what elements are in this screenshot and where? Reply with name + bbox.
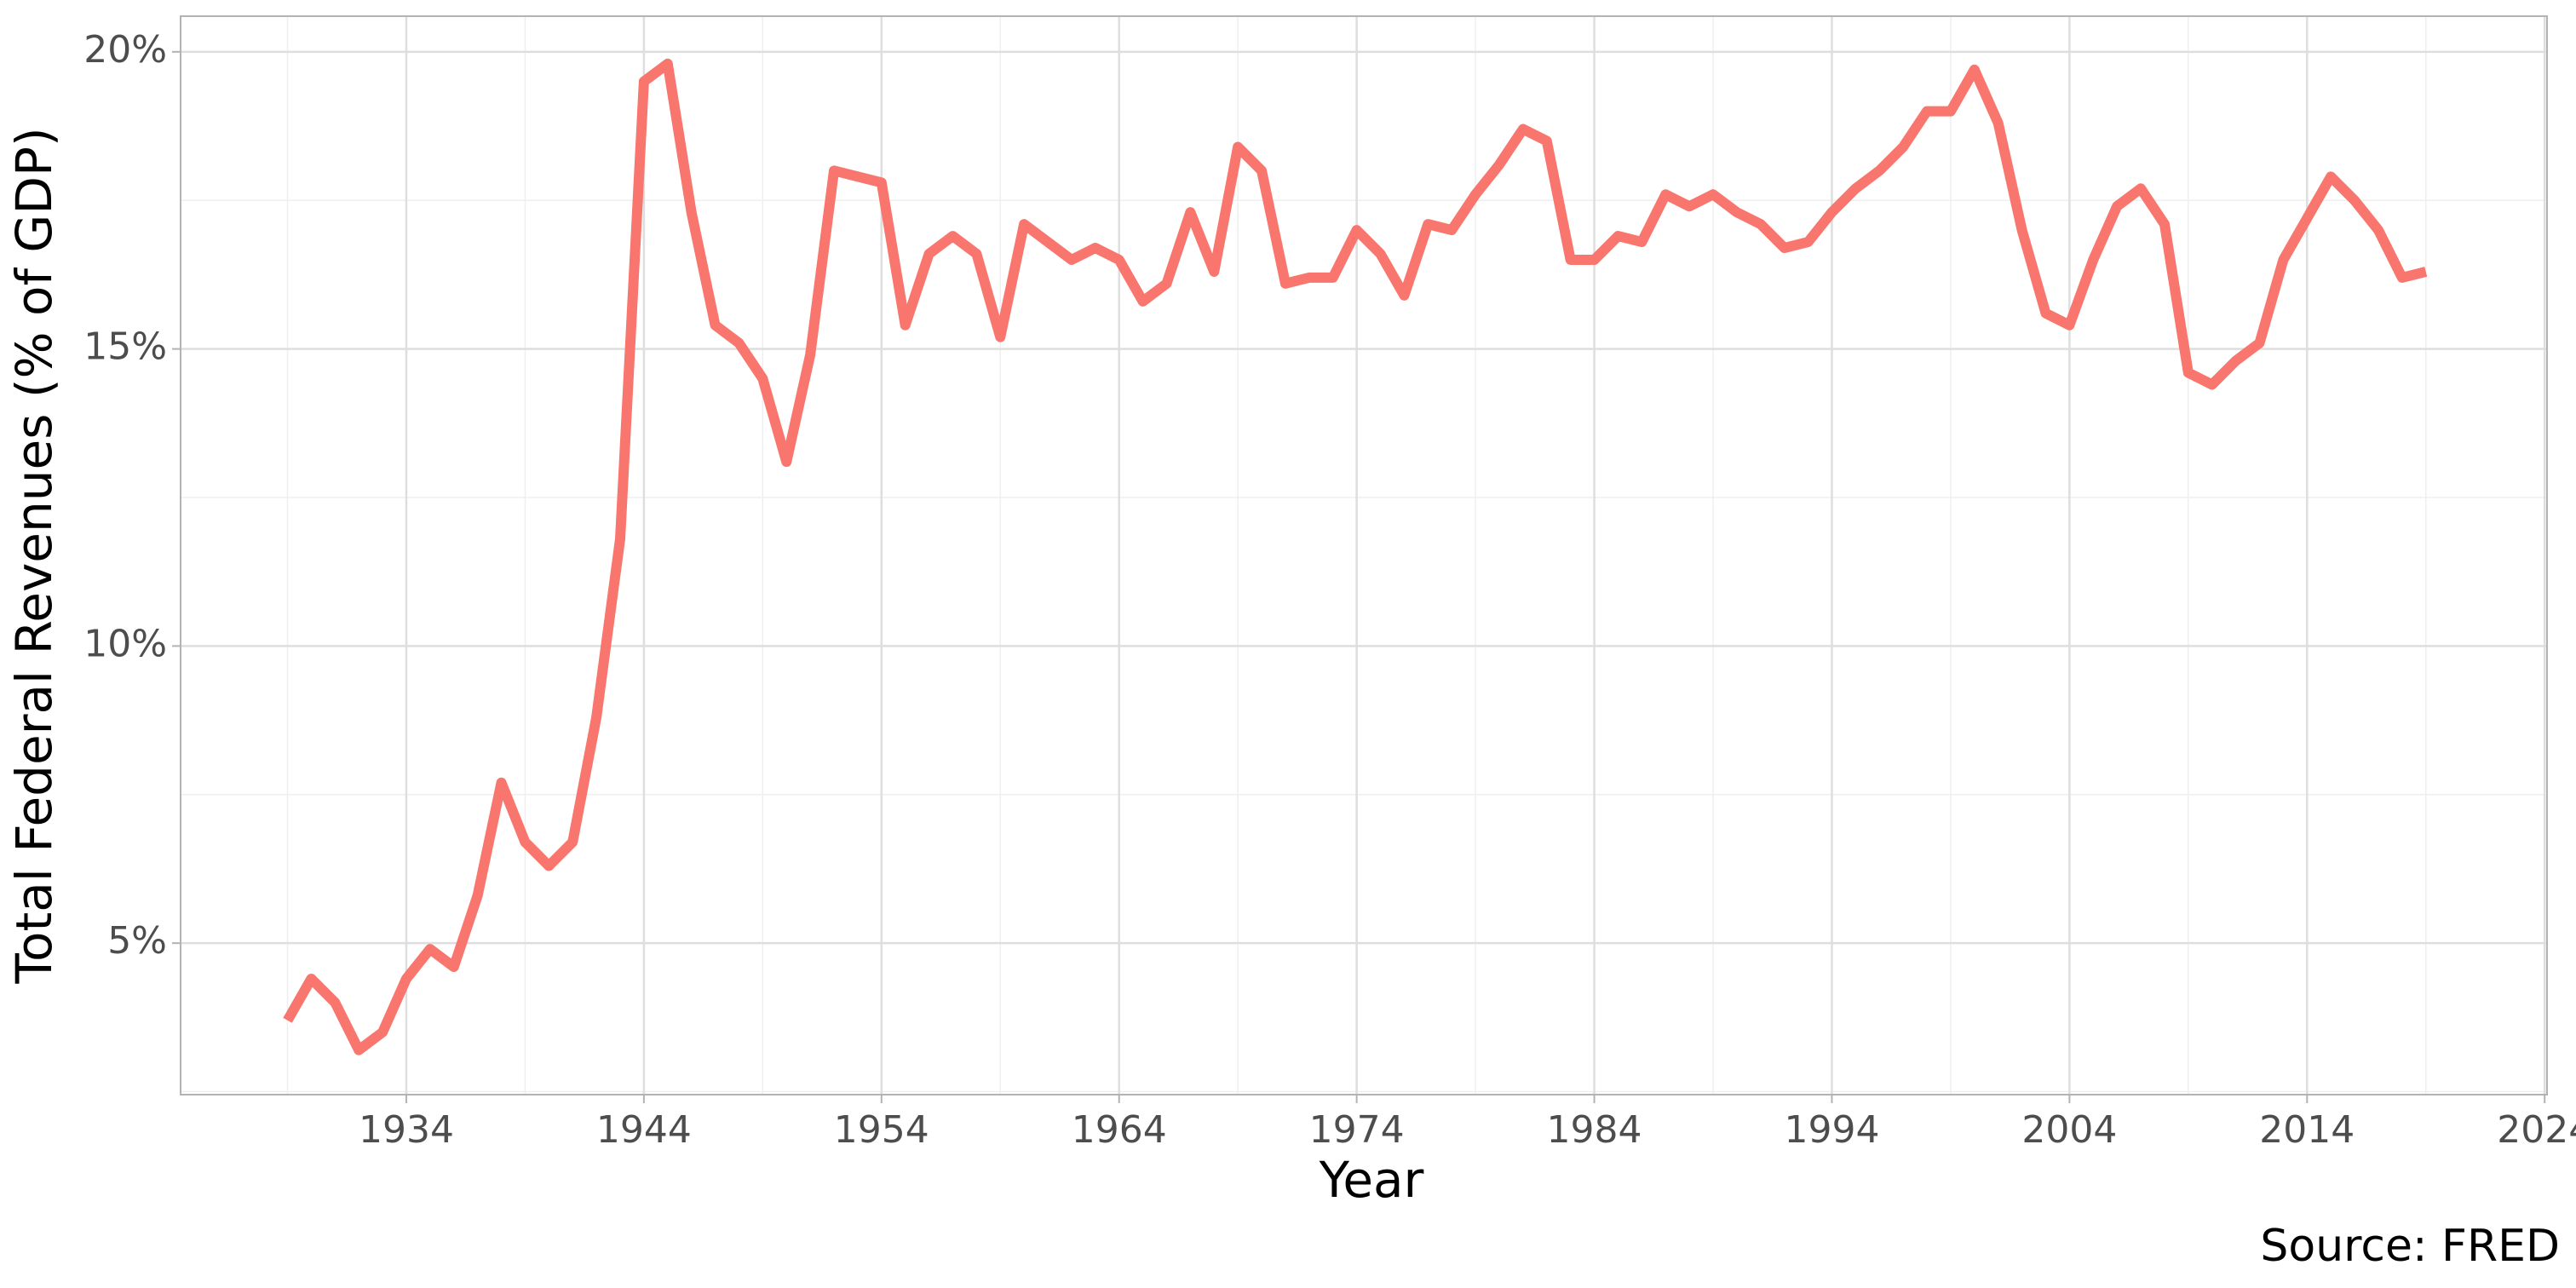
line-series: [283, 58, 2428, 1055]
x-tick-label: 1954: [834, 1108, 929, 1152]
panel-border: [180, 15, 2548, 1095]
x-tick-label: 2024: [2497, 1108, 2576, 1152]
y-tick-label: 15%: [83, 325, 167, 369]
x-tick-label: 1994: [1784, 1108, 1879, 1152]
x-tick-label: 2014: [2259, 1108, 2355, 1152]
x-tick-label: 2004: [2021, 1108, 2117, 1152]
x-axis-title: Year: [1319, 1151, 1424, 1209]
x-tick-label: 1964: [1072, 1108, 1167, 1152]
y-axis-title: Total Federal Revenues (% of GDP): [5, 127, 63, 984]
x-tick-label: 1934: [359, 1108, 454, 1152]
plot: [283, 58, 2428, 1055]
x-tick-label: 1974: [1309, 1108, 1405, 1152]
grid: [172, 16, 2547, 1103]
y-tick-label: 20%: [83, 28, 167, 72]
caption: Source: FRED: [2260, 1221, 2560, 1272]
x-tick-label: 1984: [1547, 1108, 1642, 1152]
x-tick-label: 1944: [596, 1108, 692, 1152]
y-tick-label: 10%: [83, 622, 167, 665]
y-tick-label: 5%: [107, 919, 167, 963]
